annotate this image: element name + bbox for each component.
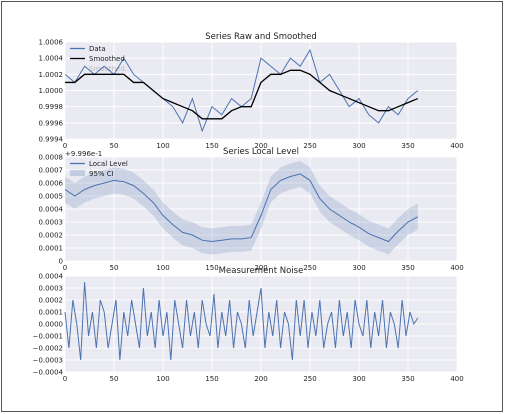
x-tick-label: 50: [110, 375, 119, 383]
axis-offset-text: +9.996e-1: [65, 150, 102, 158]
x-tick-label: 50: [110, 142, 119, 150]
x-tick-label: 100: [156, 142, 169, 150]
y-tick-label: 0.9994: [39, 136, 64, 144]
x-tick-label: 250: [303, 264, 316, 272]
series-line: [65, 69, 419, 120]
x-tick-label: 0: [63, 142, 67, 150]
y-tick-label: 0.0000: [39, 321, 64, 329]
x-tick-label: 0: [63, 264, 67, 272]
y-tick-label: 0.0003: [39, 285, 64, 293]
y-tick-label: 0.0002: [39, 297, 64, 305]
y-tick-label: 0.0002: [39, 232, 64, 240]
y-tick-label: 1.0000: [39, 87, 64, 95]
y-tick-label: 0.9996: [39, 119, 64, 127]
x-tick-label: 300: [352, 142, 365, 150]
y-tick-label: 0.0004: [39, 273, 64, 281]
x-tick-label: 150: [205, 142, 218, 150]
x-tick-label: 350: [401, 375, 414, 383]
y-tick-label: 0.0003: [39, 219, 64, 227]
x-tick-label: 0: [63, 375, 67, 383]
x-tick-label: 250: [303, 142, 316, 150]
legend-label: 95% CI: [89, 170, 114, 178]
y-tick-label: 1.0002: [39, 71, 64, 79]
y-tick-label: 0.0007: [39, 167, 64, 175]
y-tick-label: 0.0006: [39, 180, 64, 188]
x-tick-label: 200: [254, 375, 267, 383]
x-tick-label: 150: [205, 375, 218, 383]
x-tick-label: 300: [352, 264, 365, 272]
x-tick-label: 400: [450, 264, 463, 272]
x-tick-label: 400: [450, 142, 463, 150]
confidence-band: [65, 160, 418, 255]
x-tick-label: 100: [156, 264, 169, 272]
series-line: [64, 281, 419, 361]
y-tick-label: 0.0005: [39, 193, 64, 201]
chart-title: Series Local Level: [223, 147, 299, 157]
x-tick-label: 350: [401, 142, 414, 150]
legend-swatch: [70, 170, 85, 176]
y-tick-label: 0.0001: [39, 245, 64, 253]
legend-label: Data: [89, 45, 106, 53]
y-tick-label: 0.9998: [39, 103, 64, 111]
x-tick-label: 350: [401, 264, 414, 272]
legend-label: Local Level: [89, 160, 128, 168]
series-line: [64, 173, 419, 243]
y-tick-label: 1.0006: [39, 39, 64, 47]
x-tick-label: 50: [110, 264, 119, 272]
y-tick-label: −0.0001: [33, 333, 63, 341]
y-tick-label: −0.0003: [33, 357, 63, 365]
panel-1: 0 50 100 150 200 250 300 350 400 0.9994 0.9996 0.99…: [39, 32, 464, 150]
x-tick-label: 100: [156, 375, 169, 383]
panel-2: 0 50 100 150 200 250 300 350 400 0 0.0001 0.0002 0.0…: [39, 147, 464, 272]
x-tick-label: 400: [450, 375, 463, 383]
y-tick-label: −0.0004: [33, 369, 64, 377]
y-tick-label: 0: [59, 258, 63, 266]
y-tick-label: 0.0004: [39, 206, 64, 214]
panel-3: 0 50 100 150 200 250 300 350 400 −0.0004 −0.0003 −0…: [33, 266, 464, 383]
y-tick-label: 1.0004: [39, 55, 64, 63]
y-tick-label: 0.0008: [39, 154, 64, 162]
legend-label: Smoothed...: [89, 65, 131, 73]
y-tick-label: 0.0001: [39, 309, 64, 317]
chart-title: Measurement Noise: [219, 266, 304, 276]
chart-title: Series Raw and Smoothed: [205, 32, 317, 42]
x-tick-label: 200: [254, 264, 267, 272]
x-tick-label: 150: [205, 264, 218, 272]
x-tick-label: 250: [303, 375, 316, 383]
legend-label: Smoothed: [89, 55, 125, 63]
y-tick-label: −0.0002: [33, 345, 63, 353]
x-tick-label: 200: [254, 142, 267, 150]
x-tick-label: 300: [352, 375, 365, 383]
